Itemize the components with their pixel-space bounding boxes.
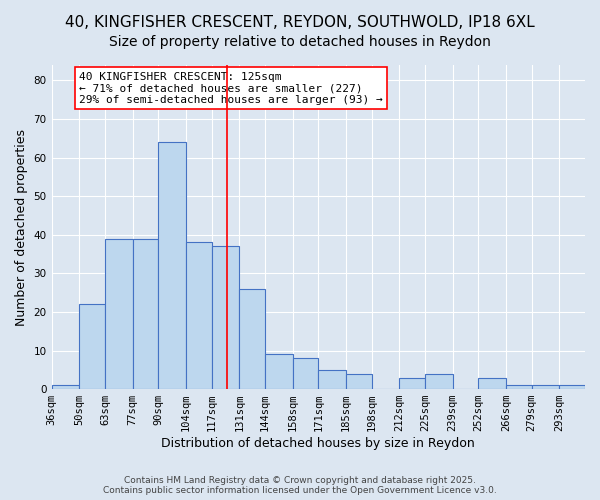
Bar: [425, 374, 452, 389]
X-axis label: Distribution of detached houses by size in Reydon: Distribution of detached houses by size …: [161, 437, 475, 450]
Bar: [559, 385, 585, 389]
Bar: [158, 142, 186, 389]
Bar: [532, 385, 559, 389]
Bar: [79, 304, 105, 389]
Bar: [133, 238, 158, 389]
Bar: [212, 246, 239, 389]
Y-axis label: Number of detached properties: Number of detached properties: [15, 128, 28, 326]
Bar: [318, 370, 346, 389]
Bar: [399, 378, 425, 389]
Text: 40, KINGFISHER CRESCENT, REYDON, SOUTHWOLD, IP18 6XL: 40, KINGFISHER CRESCENT, REYDON, SOUTHWO…: [65, 15, 535, 30]
Bar: [293, 358, 318, 389]
Bar: [239, 289, 265, 389]
Text: Contains HM Land Registry data © Crown copyright and database right 2025.
Contai: Contains HM Land Registry data © Crown c…: [103, 476, 497, 495]
Bar: [265, 354, 293, 389]
Bar: [506, 385, 532, 389]
Text: 40 KINGFISHER CRESCENT: 125sqm
← 71% of detached houses are smaller (227)
29% of: 40 KINGFISHER CRESCENT: 125sqm ← 71% of …: [79, 72, 383, 104]
Bar: [52, 385, 79, 389]
Bar: [186, 242, 212, 389]
Bar: [346, 374, 371, 389]
Bar: [478, 378, 506, 389]
Text: Size of property relative to detached houses in Reydon: Size of property relative to detached ho…: [109, 35, 491, 49]
Bar: [105, 238, 133, 389]
